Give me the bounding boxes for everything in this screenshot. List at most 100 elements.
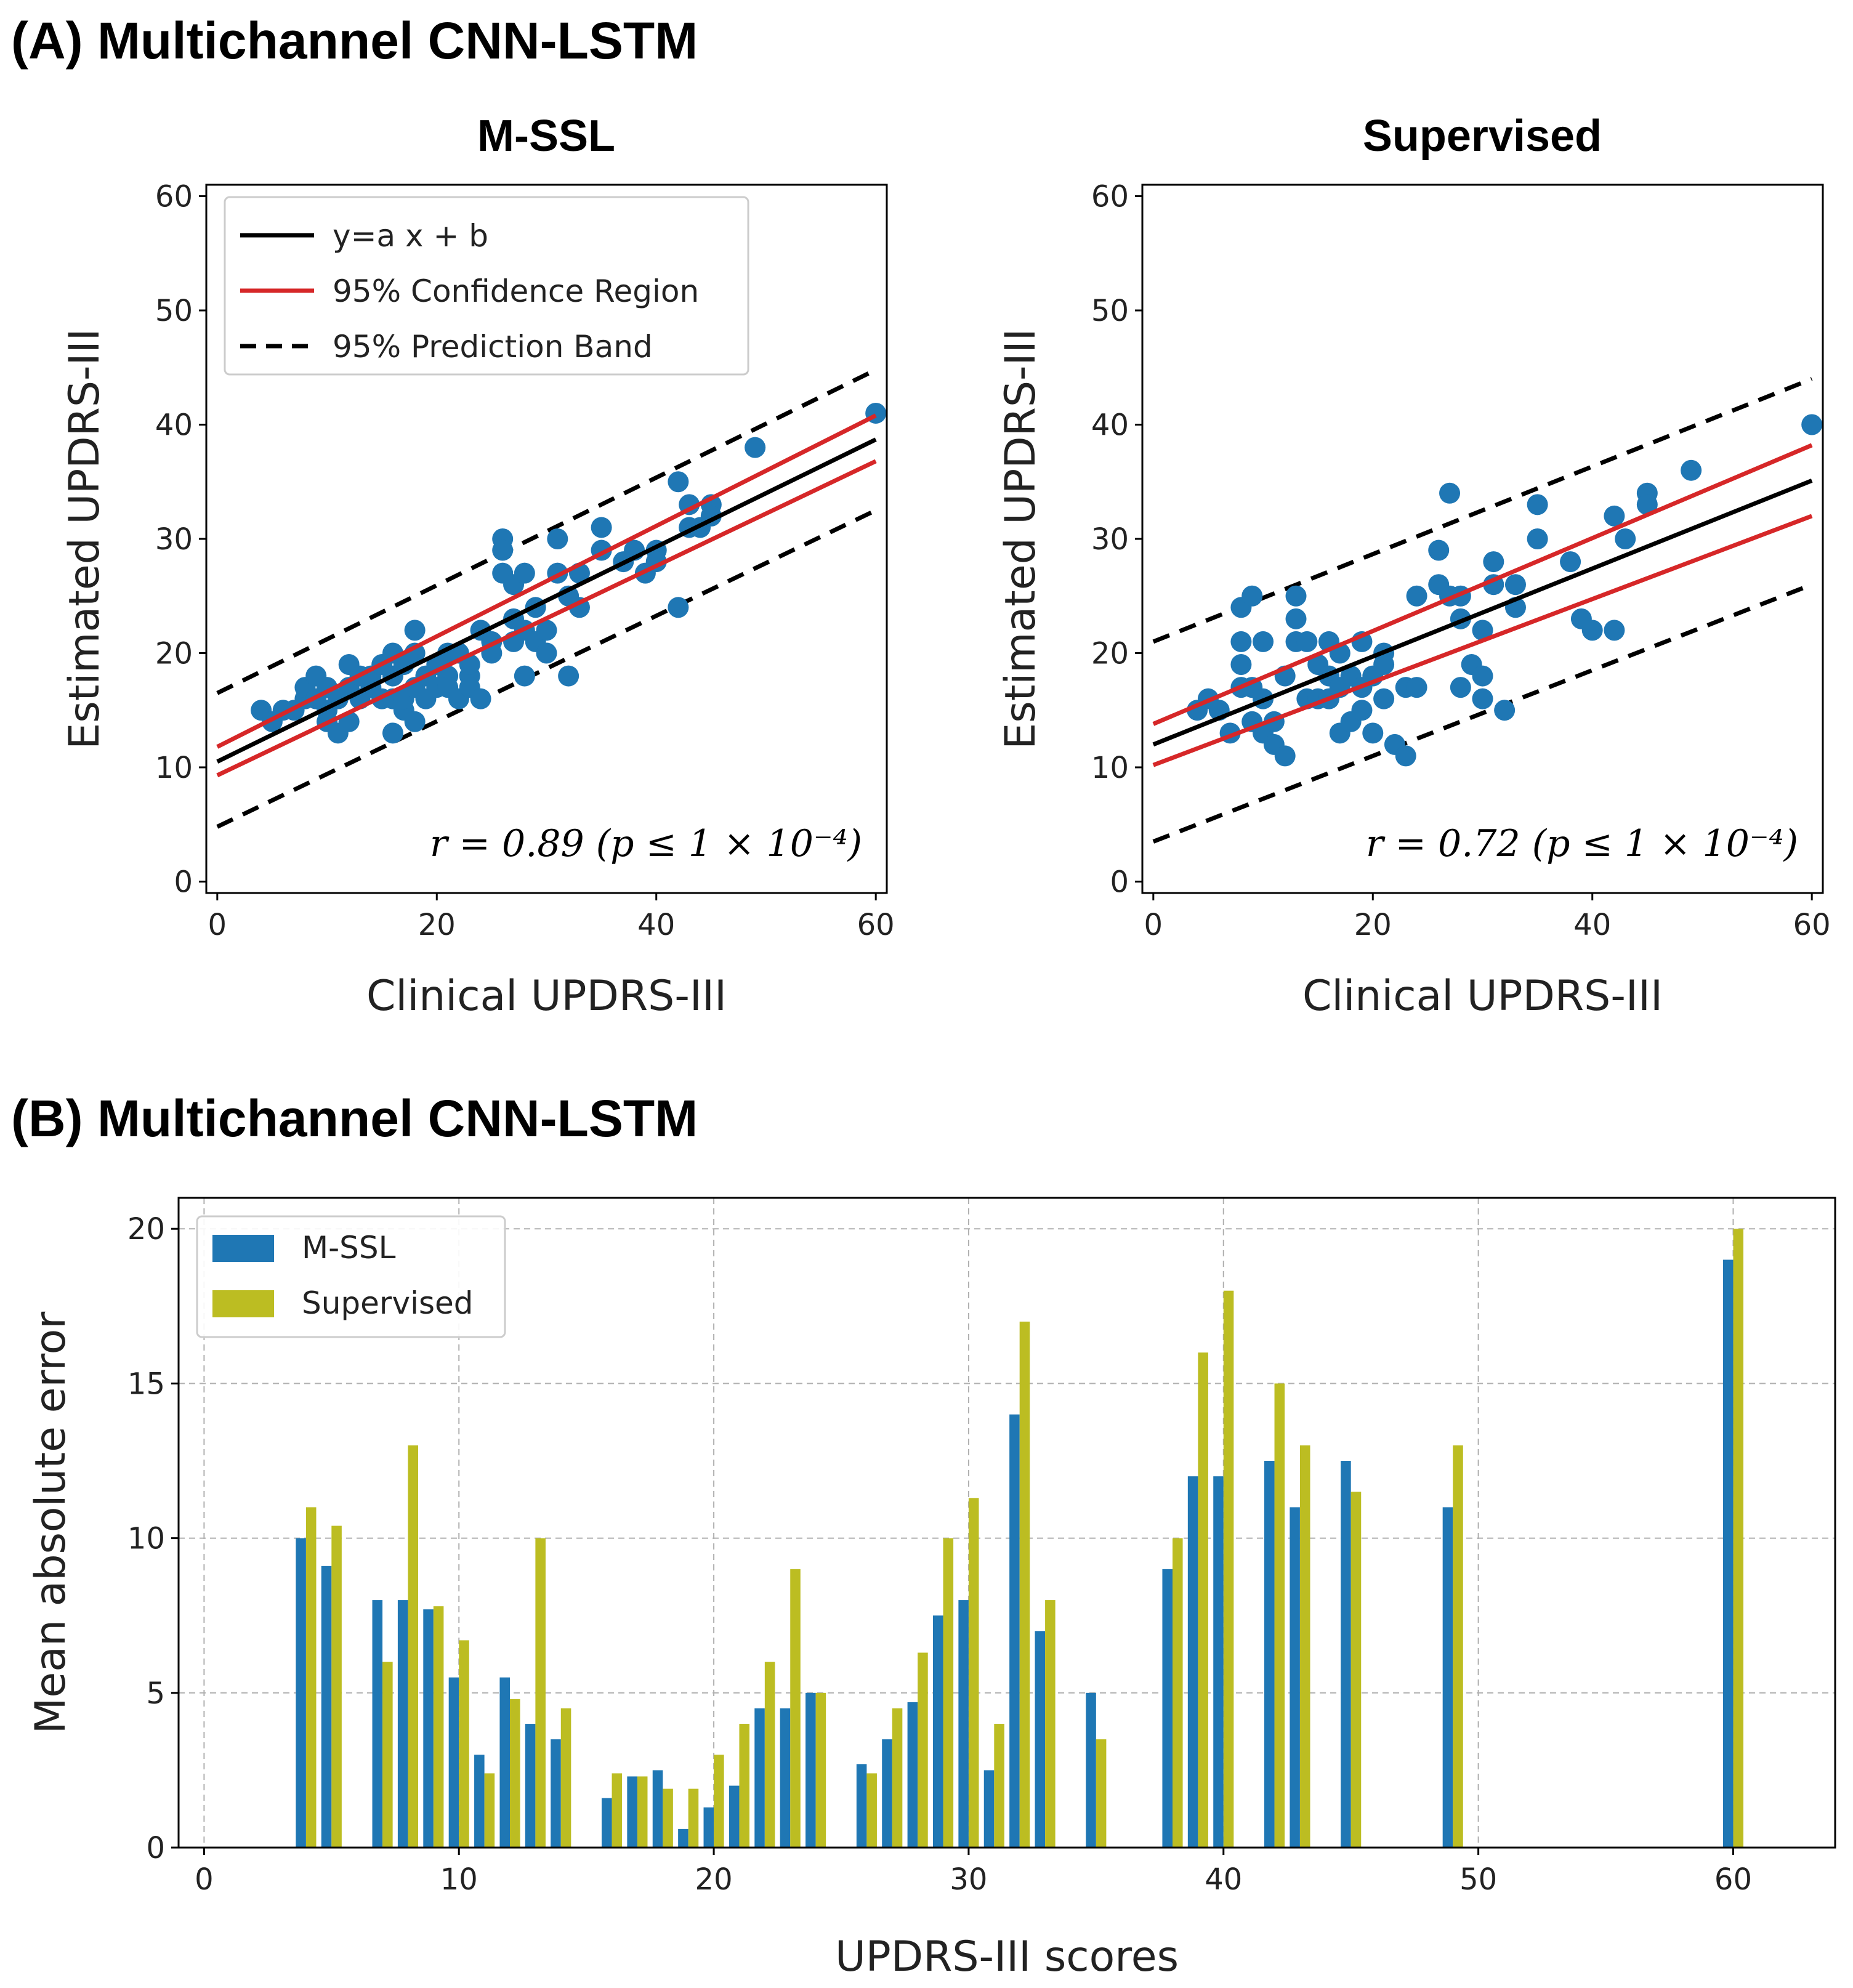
bar-supervised bbox=[1223, 1290, 1234, 1848]
x-tick-label: 40 bbox=[1205, 1862, 1242, 1897]
data-point bbox=[1439, 482, 1461, 504]
y-tick-label: 30 bbox=[1091, 522, 1129, 557]
legend-label: 95% Confidence Region bbox=[333, 273, 699, 309]
data-point bbox=[1296, 631, 1318, 652]
bar-m-ssl bbox=[551, 1739, 561, 1848]
bar-supervised bbox=[968, 1498, 979, 1848]
data-point bbox=[1472, 665, 1493, 687]
data-point bbox=[536, 642, 557, 664]
bar-m-ssl bbox=[932, 1615, 943, 1848]
data-point bbox=[404, 620, 426, 641]
data-point bbox=[536, 620, 557, 641]
bar-m-ssl bbox=[703, 1807, 714, 1848]
bar-supervised bbox=[1173, 1538, 1183, 1848]
bar-supervised bbox=[1198, 1352, 1208, 1848]
data-point bbox=[382, 722, 403, 744]
data-point bbox=[1406, 585, 1427, 607]
bar-m-ssl bbox=[474, 1755, 485, 1848]
data-point bbox=[1615, 528, 1636, 549]
bar-supervised bbox=[331, 1525, 342, 1848]
confidence-region-lower bbox=[1152, 514, 1813, 767]
y-tick-label: 10 bbox=[1091, 751, 1129, 785]
x-tick-label: 20 bbox=[418, 908, 456, 942]
bar-supervised bbox=[1299, 1445, 1310, 1848]
data-point bbox=[470, 688, 491, 709]
confidence-region-upper bbox=[1152, 443, 1813, 726]
bar-m-ssl bbox=[1086, 1692, 1096, 1848]
data-point bbox=[1241, 585, 1263, 607]
bar-supervised bbox=[1453, 1445, 1463, 1848]
bar-supervised bbox=[866, 1773, 877, 1848]
panel-a-heading: (A) Multichannel CNN-LSTM bbox=[11, 12, 698, 70]
regression-line bbox=[216, 437, 877, 764]
chart-title: M-SSL bbox=[477, 111, 615, 161]
y-tick-label: 40 bbox=[155, 408, 193, 443]
legend-label: 95% Prediction Band bbox=[333, 329, 653, 365]
chart-title: Supervised bbox=[1363, 111, 1602, 161]
y-tick-label: 15 bbox=[127, 1367, 165, 1401]
data-point bbox=[1504, 574, 1526, 596]
data-point bbox=[1604, 505, 1625, 527]
x-tick-label: 0 bbox=[208, 908, 227, 942]
plot-frame bbox=[1141, 184, 1824, 894]
bar-supervised bbox=[1350, 1492, 1362, 1848]
x-tick-label: 60 bbox=[1793, 908, 1831, 942]
x-axis-label: Clinical UPDRS-III bbox=[1302, 972, 1663, 1020]
bar-m-ssl bbox=[729, 1785, 740, 1848]
bar-m-ssl bbox=[448, 1677, 459, 1848]
data-point bbox=[1253, 631, 1274, 652]
data-point bbox=[1527, 528, 1548, 549]
bar-m-ssl bbox=[754, 1708, 765, 1848]
data-point bbox=[547, 528, 568, 549]
bar-supervised bbox=[663, 1788, 673, 1848]
y-tick-label: 30 bbox=[155, 522, 193, 557]
bar-m-ssl bbox=[321, 1566, 332, 1848]
bar-m-ssl bbox=[499, 1677, 510, 1848]
prediction-band-lower bbox=[216, 508, 877, 829]
data-point bbox=[1604, 620, 1625, 641]
panel-b-heading: (B) Multichannel CNN-LSTM bbox=[11, 1089, 698, 1147]
bar-supervised bbox=[510, 1699, 520, 1848]
bar-m-ssl bbox=[627, 1776, 637, 1848]
data-point bbox=[1472, 688, 1493, 709]
x-tick-label: 0 bbox=[1144, 908, 1163, 942]
bar-m-ssl bbox=[423, 1609, 434, 1848]
correlation-annotation: r = 0.89 (p ≤ 1 × 10⁻⁴) bbox=[430, 822, 862, 865]
y-tick-label: 0 bbox=[146, 1831, 165, 1865]
bar-m-ssl bbox=[1442, 1507, 1453, 1848]
bar-supervised bbox=[815, 1692, 826, 1848]
y-tick-label: 5 bbox=[146, 1676, 165, 1711]
data-point bbox=[1406, 677, 1427, 698]
y-axis-label: Estimated UPDRS-III bbox=[996, 328, 1045, 749]
y-tick-label: 40 bbox=[1091, 408, 1129, 443]
bar-supervised bbox=[714, 1755, 724, 1848]
bar-supervised bbox=[1019, 1321, 1030, 1848]
prediction-band-lower bbox=[1152, 582, 1813, 844]
data-point bbox=[1395, 745, 1416, 767]
bar-supervised bbox=[1096, 1739, 1107, 1848]
data-point bbox=[1230, 654, 1252, 676]
data-point bbox=[745, 437, 766, 458]
data-point bbox=[492, 539, 514, 561]
data-point bbox=[1801, 414, 1823, 435]
bar-supervised bbox=[688, 1788, 699, 1848]
bar-supervised bbox=[612, 1773, 623, 1848]
confidence-region-upper bbox=[216, 413, 877, 749]
data-point bbox=[1230, 631, 1252, 652]
bar-m-ssl bbox=[372, 1600, 383, 1848]
bar-m-ssl bbox=[1722, 1259, 1734, 1848]
correlation-annotation: r = 0.72 (p ≤ 1 × 10⁻⁴) bbox=[1366, 822, 1798, 865]
x-axis-label: UPDRS-III scores bbox=[835, 1933, 1179, 1981]
y-tick-label: 50 bbox=[155, 294, 193, 328]
data-point bbox=[1581, 620, 1603, 641]
scatter-chart-m-ssl: M-SSL 0 20 40 60 0 10 20 30 40 50 60 Clinical UPDRS-… bbox=[60, 111, 895, 1020]
x-tick-label: 20 bbox=[1354, 908, 1392, 942]
data-point bbox=[404, 711, 426, 732]
data-point bbox=[1560, 551, 1581, 573]
legend-label: y=a x + b bbox=[333, 218, 488, 254]
x-tick-label: 60 bbox=[857, 908, 895, 942]
bar-supervised bbox=[535, 1538, 546, 1848]
y-tick-label: 10 bbox=[127, 1522, 165, 1556]
y-tick-label: 60 bbox=[1091, 180, 1129, 214]
